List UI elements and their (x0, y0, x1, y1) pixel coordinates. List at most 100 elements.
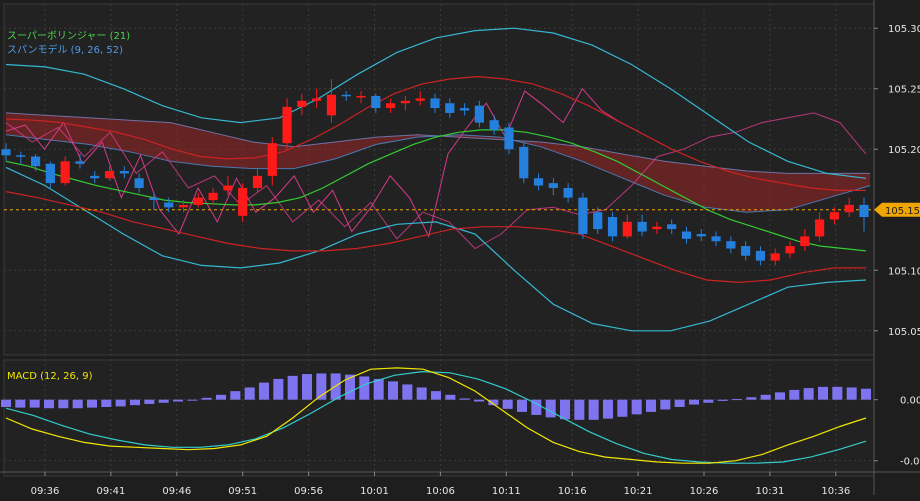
macd-histogram-bar (760, 394, 771, 400)
macd-panel (3, 359, 875, 477)
candle-body (90, 175, 100, 179)
macd-histogram-bar (488, 399, 499, 406)
candle (844, 197, 854, 218)
bb-lower-2sigma (5, 166, 867, 332)
candle (400, 95, 410, 111)
bb-upper-1sigma (5, 75, 866, 191)
macd-histogram-bar (402, 384, 413, 400)
macd-histogram-bar (129, 399, 141, 406)
candle-body (504, 127, 514, 150)
candle-body (607, 217, 618, 237)
macd-histogram-bar (660, 399, 671, 410)
bb-middle-line (5, 129, 867, 252)
candle-body (859, 204, 869, 218)
macd-histogram-bar (459, 398, 470, 400)
price-tick-label: 105.300 (888, 24, 920, 35)
macd-histogram-bar (172, 399, 184, 402)
macd-histogram-bar (72, 399, 83, 409)
candle (622, 214, 632, 239)
time-tick-label: 10:21 (624, 486, 653, 497)
candle-body (16, 155, 26, 157)
candle (637, 214, 647, 237)
candle (785, 241, 795, 259)
macd-histogram-bar (0, 399, 12, 408)
macd-histogram-bar (602, 399, 614, 419)
macd-histogram-bar (832, 386, 843, 400)
candle (134, 173, 144, 193)
macd-histogram-bar (531, 399, 542, 415)
candle (681, 226, 692, 244)
candle-body (178, 204, 189, 208)
time-tick-label: 09:41 (96, 486, 125, 497)
macd-histogram-bar (187, 399, 198, 401)
time-tick-label: 09:46 (162, 486, 191, 497)
macd-histogram-bar (860, 388, 872, 400)
candle (445, 98, 455, 118)
candle-body (667, 224, 677, 230)
macd-histogram-bar (387, 381, 399, 400)
time-tick-label: 10:01 (360, 486, 389, 497)
candle (238, 183, 248, 222)
macd-histogram-bar (645, 399, 657, 412)
candle (726, 236, 736, 254)
candle (31, 154, 41, 172)
macd-histogram-bar (273, 378, 284, 400)
candle-body (31, 156, 41, 167)
macd-histogram-bar (789, 389, 800, 400)
candle (282, 98, 292, 150)
candle (252, 168, 263, 193)
candle-body (430, 98, 440, 109)
macd-histogram-bar (817, 386, 829, 400)
candle-body (326, 94, 337, 116)
candle-body (386, 103, 396, 109)
candle (223, 175, 233, 196)
macd-histogram-bar (301, 374, 313, 400)
candle (460, 103, 470, 116)
candle (533, 173, 544, 191)
candle (711, 231, 721, 247)
time-tick-label: 10:26 (690, 486, 719, 497)
macd-histogram-bar (502, 399, 513, 409)
macd-histogram-bar (746, 397, 757, 400)
macd-histogram-bar (86, 399, 98, 408)
candle-body (371, 95, 381, 109)
candle-body (238, 187, 248, 216)
candle-body (60, 161, 70, 184)
candle (208, 187, 218, 205)
candle-body (519, 146, 529, 179)
candle (104, 166, 115, 181)
candle (578, 192, 588, 239)
macd-histogram-bar (215, 394, 227, 400)
candle-body (755, 250, 766, 261)
macd-histogram-bar (473, 399, 485, 402)
macd-histogram-bar (43, 399, 55, 409)
candle (548, 178, 558, 196)
macd-histogram-bar (230, 391, 241, 400)
candle (430, 93, 440, 113)
candle-body (681, 231, 692, 239)
macd-histogram-bar (58, 399, 69, 409)
macd-histogram-bar (15, 399, 26, 408)
candle-body (341, 94, 351, 97)
chikou-line-b (5, 112, 867, 250)
candle (652, 221, 662, 234)
candle-body (356, 95, 366, 98)
candle (607, 212, 618, 242)
candle (563, 183, 573, 203)
span-model-legend: スパンモデル (9, 26, 52) (7, 45, 124, 56)
candle-body (548, 183, 558, 188)
candle-body (45, 163, 55, 184)
candle-body (741, 246, 751, 256)
candle-body (770, 253, 780, 261)
macd-histogram-bar (617, 399, 628, 417)
candle-body (149, 197, 159, 201)
candle-body (622, 221, 632, 237)
time-tick-label: 09:36 (31, 486, 60, 497)
candle (859, 197, 869, 232)
candle (371, 93, 381, 113)
macd-histogram-bar (559, 399, 571, 420)
time-tick-label: 09:51 (228, 486, 257, 497)
bb-upper-2sigma (5, 27, 867, 179)
candle (297, 93, 307, 116)
